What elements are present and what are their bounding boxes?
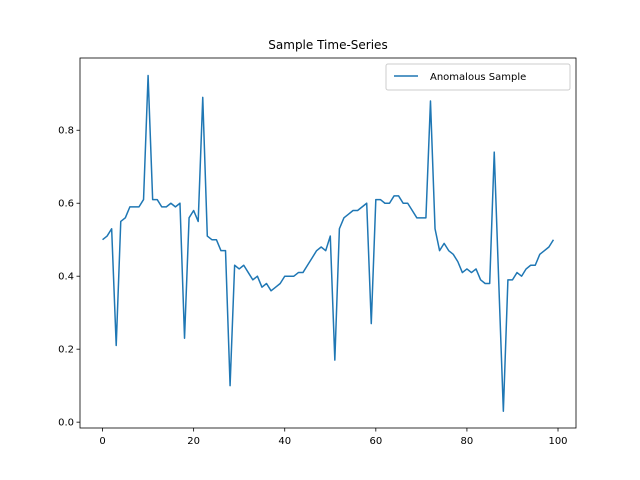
y-tick-label: 0.2 [58,345,74,356]
y-tick-label: 0.4 [58,272,74,283]
y-axis: 0.0 0.2 0.4 0.6 0.8 [58,126,80,429]
x-tick-label: 80 [461,436,474,447]
x-tick-label: 60 [369,436,382,447]
plot-frame [79,57,577,429]
series-layer [102,74,555,412]
chart-title: Sample Time-Series [268,38,387,52]
y-tick-label: 0.0 [58,418,74,429]
x-tick-label: 20 [187,436,200,447]
y-tick-label: 0.8 [58,126,74,137]
legend-box [385,63,571,91]
x-tick-label: 100 [548,436,567,447]
x-axis: 0 20 40 60 80 100 [99,428,568,447]
series-line [102,74,555,412]
y-tick-label: 0.6 [58,199,74,210]
legend-label: Anomalous Sample [430,72,526,83]
x-tick-label: 0 [99,436,105,447]
x-tick-label: 40 [278,436,291,447]
legend: Anomalous Sample [385,63,571,91]
